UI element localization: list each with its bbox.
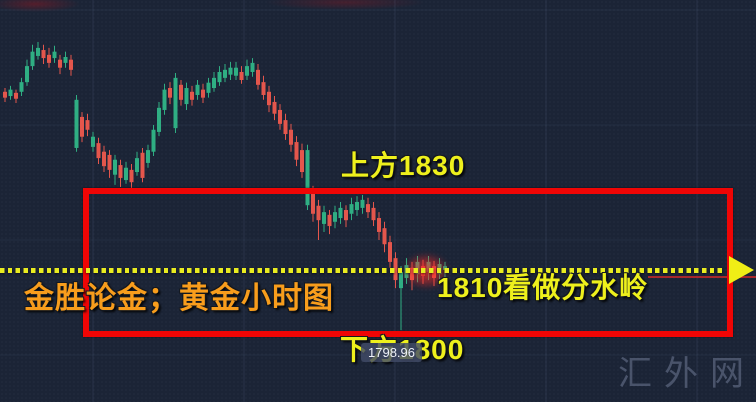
low-price-badge: 1798.96 [361, 343, 422, 362]
resistance-label: 上方1830 [341, 150, 466, 181]
watermark-text: 汇外网 [618, 356, 756, 393]
low-price-value: 1798.96 [368, 345, 415, 360]
price-alert-line [648, 276, 756, 278]
pivot-label: 1810看做分水岭 [437, 272, 649, 303]
brand-caption: 金胜论金；黄金小时图 [24, 282, 334, 315]
pivot-dotted-line-1810 [0, 268, 722, 273]
arrow-right-icon [729, 256, 754, 284]
